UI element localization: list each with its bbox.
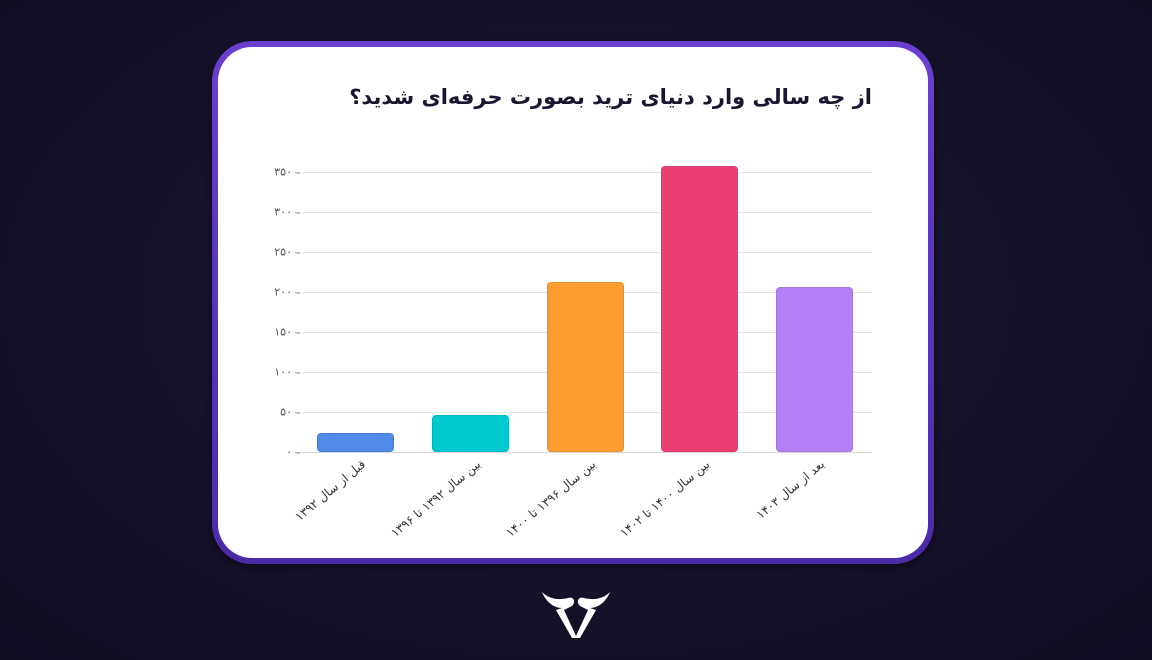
x-tick-label: بین سال ۱۴۰۰ تا ۱۴۰۲ [617, 457, 713, 540]
chart-card-body: از چه سالی وارد دنیای ترید بصورت حرفه‌ای… [218, 47, 928, 558]
y-tick-label: ۳۰۰ [256, 206, 300, 219]
x-axis-labels: قبل از سال ۱۳۹۲ بین سال ۱۳۹۲ تا ۱۳۹۶ بین س… [293, 457, 872, 547]
x-tick-label: بین سال ۱۳۹۲ تا ۱۳۹۶ [388, 457, 484, 540]
bar[interactable] [546, 281, 624, 452]
bar[interactable] [431, 415, 509, 452]
y-tick-label: ۱۰۰ [256, 366, 300, 379]
bar[interactable] [661, 165, 739, 452]
x-tick-label: بعد از سال ۱۴۰۳ [754, 457, 828, 522]
brand-bull-logo-icon [542, 592, 610, 638]
plot-area: ۰ ۵۰ ۱۰۰ ۱۵۰ ۲۰۰ ۲۵۰ ۳۰۰ ۳۵۰ [274, 152, 872, 459]
x-tick-label: بین سال ۱۳۹۶ تا ۱۴۰۰ [502, 457, 598, 540]
gridline [298, 252, 872, 253]
y-tick-label: ۵۰ [256, 406, 300, 419]
bar[interactable] [776, 287, 854, 452]
gridline [298, 172, 872, 173]
bar[interactable] [316, 432, 394, 452]
chart-title: از چه سالی وارد دنیای ترید بصورت حرفه‌ای… [349, 85, 872, 109]
y-tick-label: ۳۵۰ [256, 166, 300, 179]
gridline [298, 452, 872, 453]
y-tick-label: ۰ [256, 446, 300, 459]
y-tick-label: ۱۵۰ [256, 326, 300, 339]
chart-card: از چه سالی وارد دنیای ترید بصورت حرفه‌ای… [212, 41, 934, 564]
y-tick-label: ۲۵۰ [256, 246, 300, 259]
x-tick-label: قبل از سال ۱۳۹۲ [292, 457, 369, 524]
gridline [298, 212, 872, 213]
y-tick-label: ۲۰۰ [256, 286, 300, 299]
